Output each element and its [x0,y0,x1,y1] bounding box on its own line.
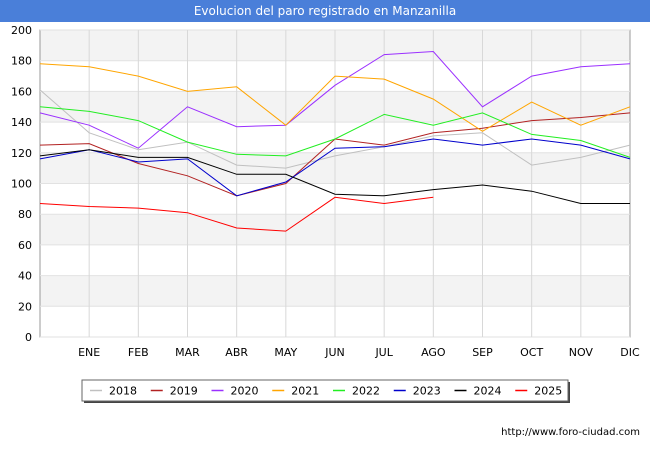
series-line-2018 [39,89,631,169]
x-tick-label: DIC [620,346,640,359]
legend-box [81,379,569,402]
series-line-2022 [39,106,631,158]
y-tick-label: 140 [11,116,32,129]
y-axis-ticks: 0 20 40 60 80 100 120 140 160 180 200 [11,24,32,344]
legend-label-2025: 2025 [534,385,562,398]
y-tick-label: 0 [25,331,32,344]
x-axis-ticks: ENE FEB MAR ABR MAY JUN JUL AGO SEP OCT NOV DIC [78,346,640,359]
series-line-2021 [39,63,631,132]
y-tick-label: 120 [11,147,32,160]
chart-title: Evolucion del paro registrado en Manzani… [0,0,650,22]
y-tick-label: 60 [18,239,32,252]
x-tick-label: AGO [421,346,446,359]
legend: 2018 2019 2020 2021 2022 2023 2024 2025 [81,379,570,403]
y-tick-label: 40 [18,270,32,283]
legend-label-2022: 2022 [352,385,380,398]
x-tick-label: JUL [374,346,393,359]
legend-label-2020: 2020 [231,385,259,398]
legend-label-2024: 2024 [474,385,502,398]
y-tick-label: 20 [18,300,32,313]
x-tick-label: SEP [472,346,493,359]
legend-label-2018: 2018 [109,385,137,398]
series-line-2020 [39,50,631,149]
series-line-2025 [39,196,434,232]
series-line-2024 [39,149,630,204]
x-tick-label: ABR [225,346,248,359]
x-tick-label: OCT [520,346,543,359]
x-tick-label: MAR [175,346,200,359]
source-url[interactable]: http://www.foro-ciudad.com [501,427,640,438]
y-tick-label: 160 [11,85,32,98]
legend-label-2023: 2023 [413,385,441,398]
x-tick-label: MAY [274,346,297,359]
series-lines [39,50,631,232]
y-tick-label: 180 [11,55,32,68]
x-tick-label: FEB [128,346,149,359]
x-tick-label: JUN [324,346,345,359]
y-tick-label: 200 [11,24,32,37]
x-tick-label: ENE [78,346,100,359]
legend-label-2021: 2021 [291,385,319,398]
legend-label-2019: 2019 [170,385,198,398]
series-line-2023 [39,138,631,197]
y-tick-label: 100 [11,178,32,191]
y-tick-label: 80 [18,208,32,221]
grid-lines [40,29,630,338]
x-tick-label: NOV [569,346,594,359]
